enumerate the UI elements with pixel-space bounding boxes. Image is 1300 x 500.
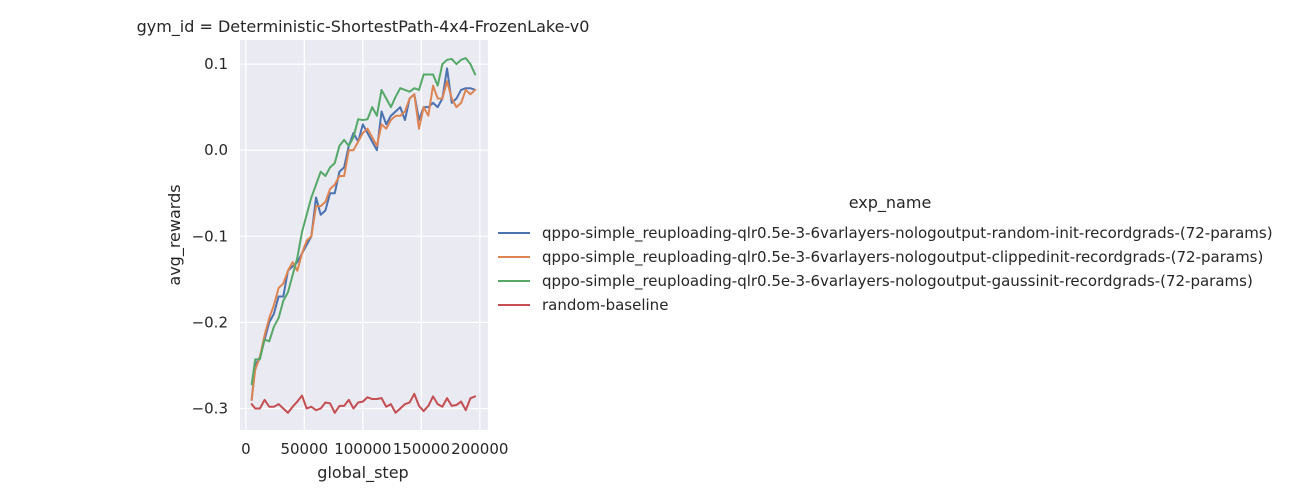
plot-background: [240, 40, 488, 430]
x-tick-label: 200000: [451, 440, 508, 458]
series-line-3: [250, 57, 477, 386]
x-axis-label: global_step: [317, 463, 408, 483]
series-lines: [250, 57, 477, 414]
x-tick-label: 100000: [334, 440, 391, 458]
legend: exp_name qppo-simple_reuploading-qlr0.5e…: [498, 193, 1273, 314]
y-axis-label: avg_rewards: [165, 184, 185, 285]
x-tick-label: 50000: [280, 440, 328, 458]
y-axis-ticks: −0.3 −0.2 −0.1 0.0 0.1: [192, 55, 228, 417]
y-tick-label: −0.3: [192, 399, 228, 417]
plot-title: gym_id = Deterministic-ShortestPath-4x4-…: [137, 17, 590, 37]
x-axis-ticks: 0 50000 100000 150000 200000: [241, 440, 508, 458]
legend-label: random-baseline: [542, 296, 668, 314]
x-tick-label: 0: [241, 440, 251, 458]
series-line-2: [250, 80, 477, 401]
legend-label: qppo-simple_reuploading-qlr0.5e-3-6varla…: [542, 224, 1273, 243]
legend-label: qppo-simple_reuploading-qlr0.5e-3-6varla…: [542, 272, 1253, 291]
series-line-4: [250, 392, 477, 414]
legend-label: qppo-simple_reuploading-qlr0.5e-3-6varla…: [542, 248, 1263, 267]
y-tick-label: −0.2: [192, 313, 228, 331]
y-tick-label: −0.1: [192, 227, 228, 245]
x-tick-label: 150000: [393, 440, 450, 458]
y-tick-label: 0.0: [204, 141, 228, 159]
y-tick-label: 0.1: [204, 55, 228, 73]
grid: [240, 40, 488, 430]
legend-title: exp_name: [849, 193, 932, 213]
